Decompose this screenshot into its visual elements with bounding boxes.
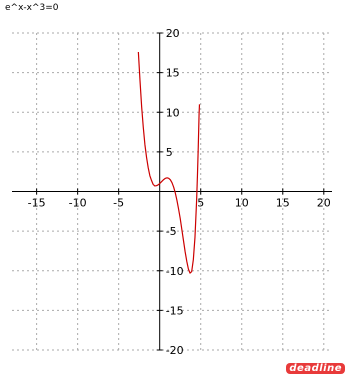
series-layer — [137, 51, 201, 274]
x-tick-label: -15 — [28, 197, 46, 210]
y-tick-label: 15 — [166, 67, 180, 80]
y-tick-label: 20 — [166, 27, 180, 40]
grid-lines — [12, 32, 332, 351]
y-tick-label: -15 — [166, 304, 184, 317]
y-tick-label: 10 — [166, 106, 180, 119]
x-tick-label: -5 — [113, 197, 124, 210]
x-tick-label: 15 — [276, 197, 290, 210]
y-tick-label: -10 — [166, 265, 184, 278]
y-tick-label: -20 — [166, 344, 184, 357]
tick-labels: -15 -10 -5 5 10 15 20 20 15 10 5 -5 -10 -15 -20 — [28, 27, 331, 357]
y-tick-label: -5 — [166, 225, 177, 238]
watermark-logo: deadline — [286, 363, 345, 374]
x-tick-label: 20 — [317, 197, 331, 210]
x-tick-label: 10 — [235, 197, 249, 210]
x-tick-label: -10 — [69, 197, 87, 210]
series-line — [137, 51, 201, 274]
x-tick-label: 5 — [197, 197, 204, 210]
axes — [12, 32, 332, 351]
chart-title: e^x-x^3=0 — [5, 3, 59, 13]
y-tick-label: 5 — [166, 146, 173, 159]
